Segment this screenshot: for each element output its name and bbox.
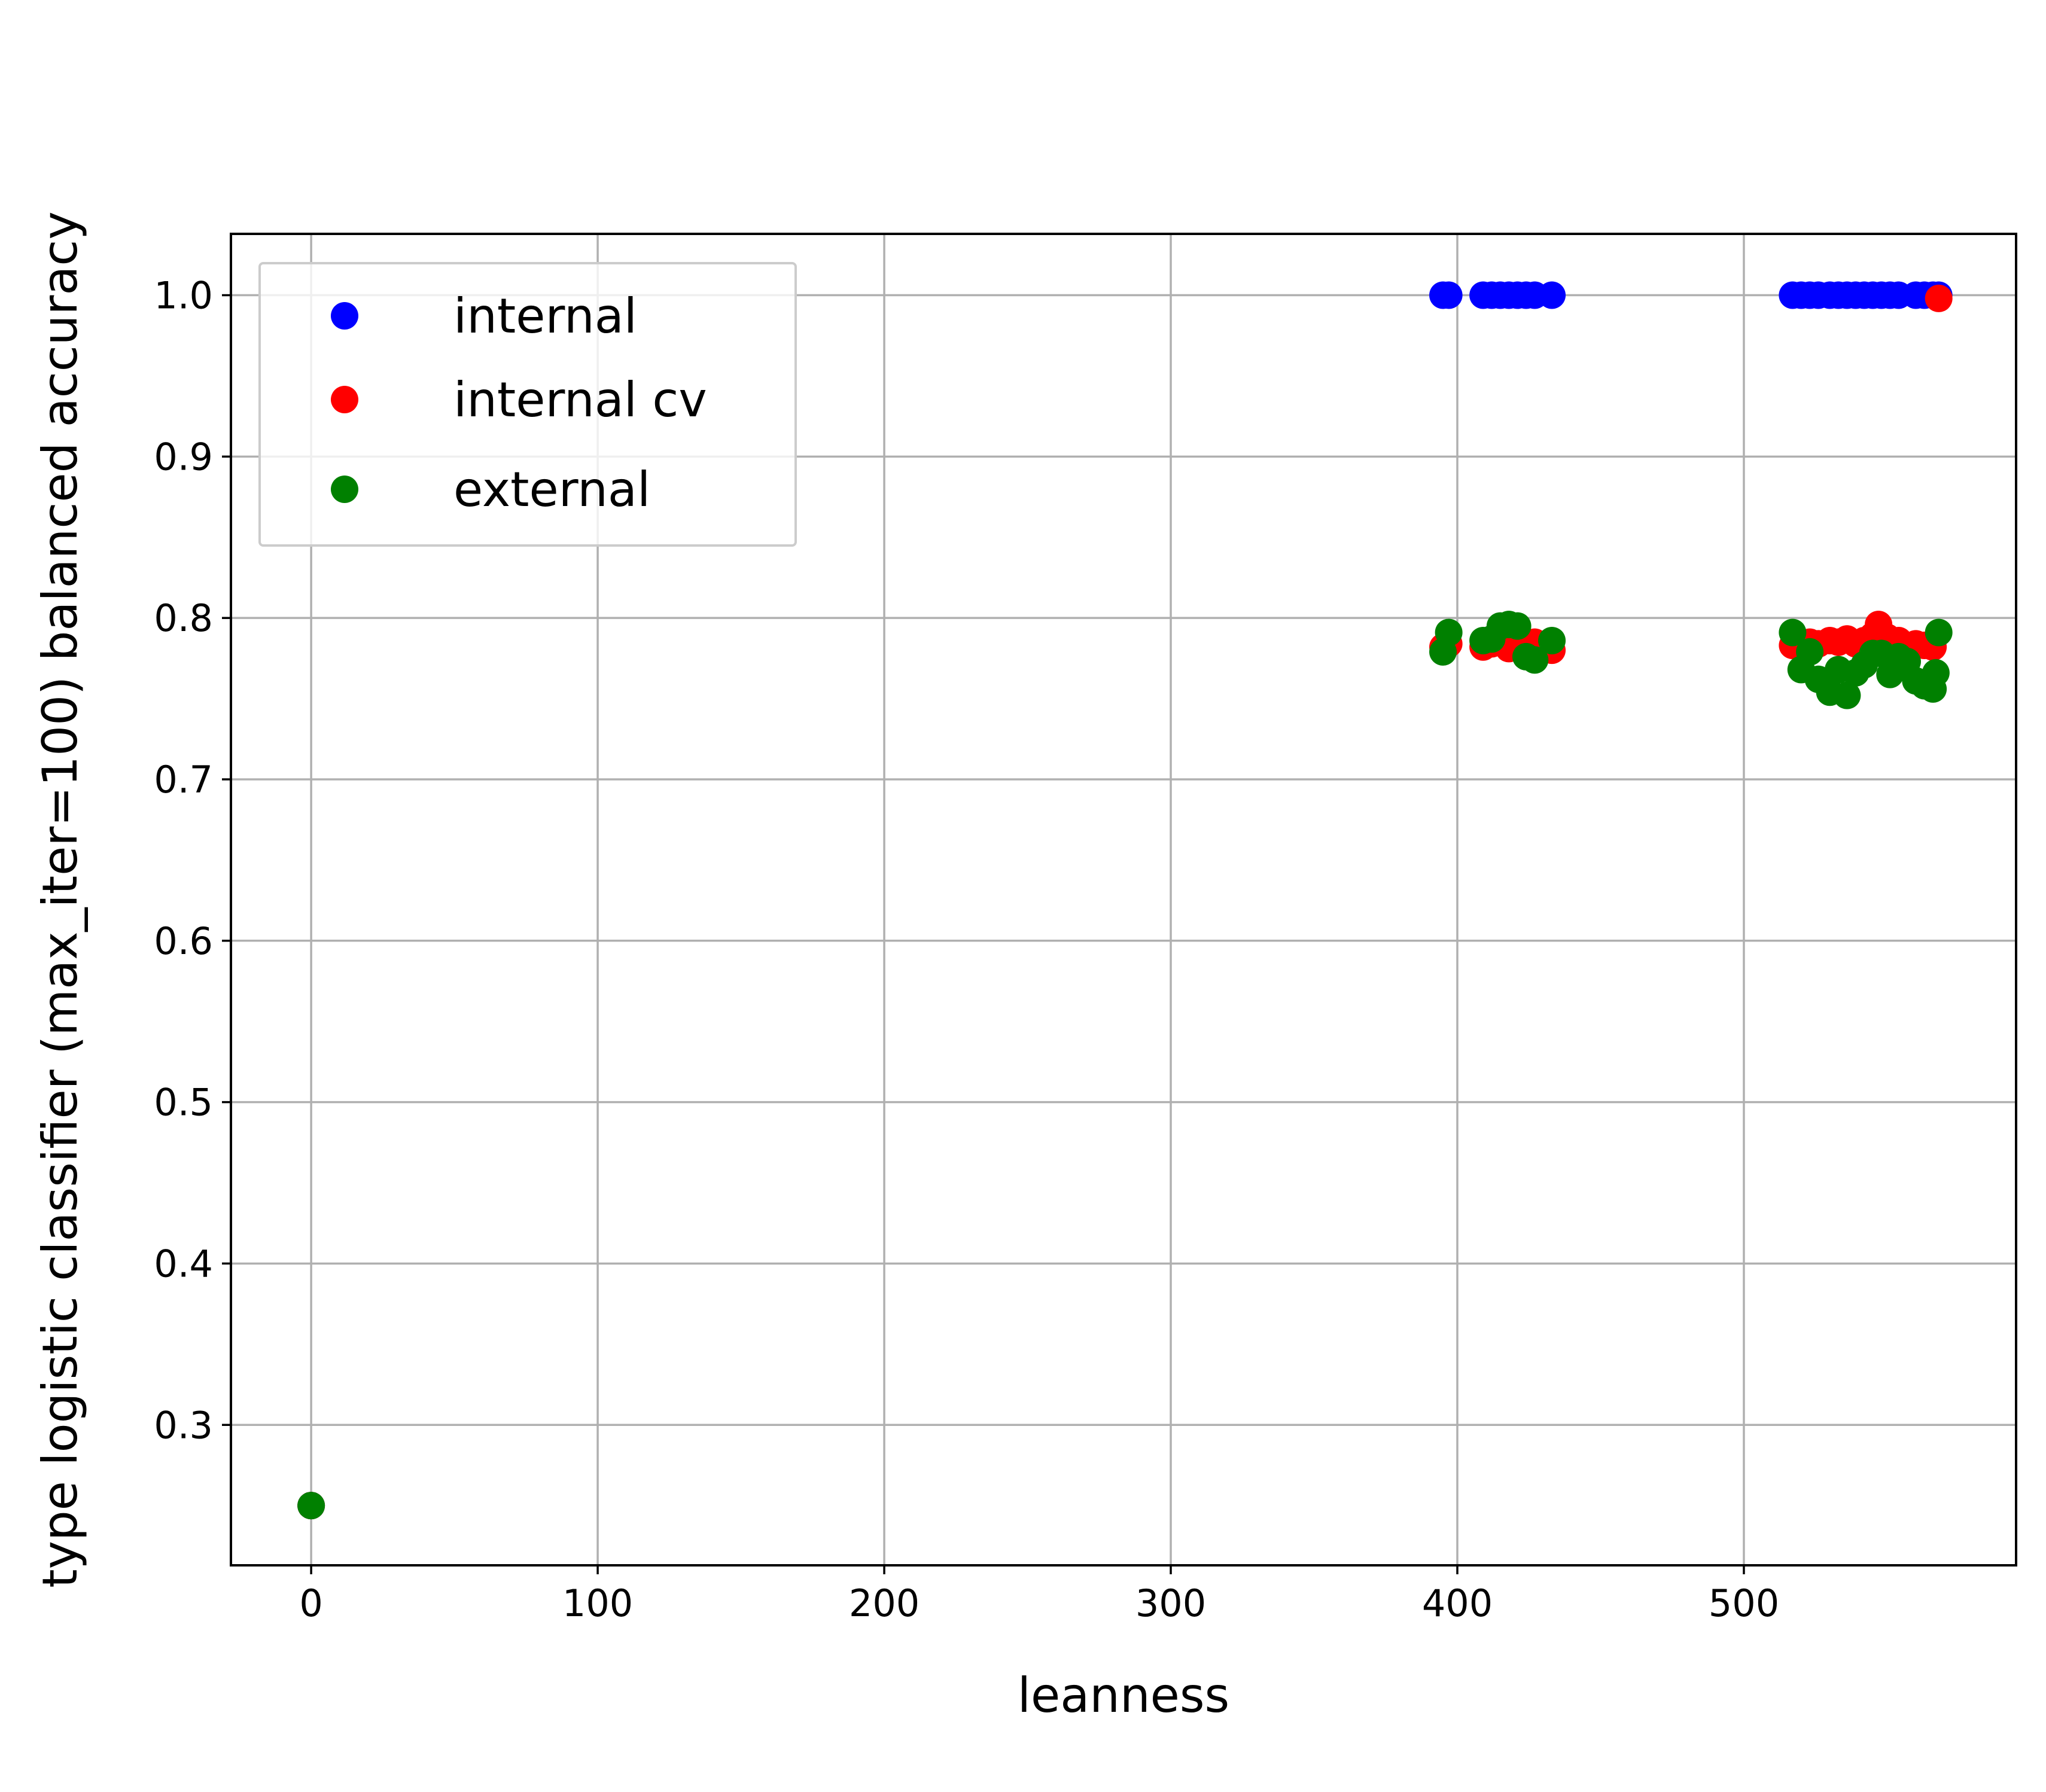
data-point xyxy=(1922,659,1950,687)
y-tick-label: 0.3 xyxy=(154,1403,213,1447)
data-point xyxy=(1435,618,1463,647)
legend-marker xyxy=(331,386,358,413)
series-external xyxy=(297,610,1953,1520)
y-tick-label: 0.8 xyxy=(154,596,213,640)
data-point xyxy=(1538,626,1566,654)
legend: internal internal cv external xyxy=(258,262,797,547)
legend-box xyxy=(258,262,797,547)
legend-label: internal xyxy=(453,288,637,344)
y-tick-label: 0.9 xyxy=(154,435,213,479)
plot-frame xyxy=(230,233,2017,1567)
data-point xyxy=(1521,646,1549,674)
data-point xyxy=(297,1492,325,1520)
data-point xyxy=(1435,281,1463,309)
y-axis-title: type logistic classifier (max_iter=100) … xyxy=(32,211,88,1587)
x-axis-title: leanness xyxy=(1018,1668,1229,1723)
data-points xyxy=(297,281,1953,1520)
data-point xyxy=(1796,638,1824,666)
x-tick-label: 100 xyxy=(562,1581,633,1625)
x-tick-label: 0 xyxy=(299,1581,322,1625)
legend-marker xyxy=(331,476,358,503)
legend-label: internal cv xyxy=(453,372,707,428)
data-point xyxy=(1833,681,1861,709)
y-tick-label: 0.6 xyxy=(154,919,213,963)
data-point xyxy=(1925,618,1953,647)
data-point xyxy=(1925,284,1953,312)
x-tick-label: 500 xyxy=(1709,1581,1779,1625)
legend-label: external xyxy=(453,462,650,517)
x-tick-label: 400 xyxy=(1422,1581,1493,1625)
y-tick-label: 0.4 xyxy=(154,1242,213,1285)
data-point xyxy=(1779,618,1807,647)
legend-marker xyxy=(331,302,358,330)
x-tick-label: 300 xyxy=(1135,1581,1206,1625)
axis-ticks: 0 100 200 300 400 500 0.3 0.4 0.5 0.6 0.7 0.8 0.9 1.0 xyxy=(154,274,1779,1625)
grid xyxy=(231,234,2016,1565)
y-tick-label: 0.7 xyxy=(154,758,213,801)
x-tick-label: 200 xyxy=(849,1581,920,1625)
y-tick-label: 1.0 xyxy=(154,274,213,318)
data-point xyxy=(1503,612,1532,640)
data-point xyxy=(1538,281,1566,309)
y-tick-label: 0.5 xyxy=(154,1081,213,1124)
